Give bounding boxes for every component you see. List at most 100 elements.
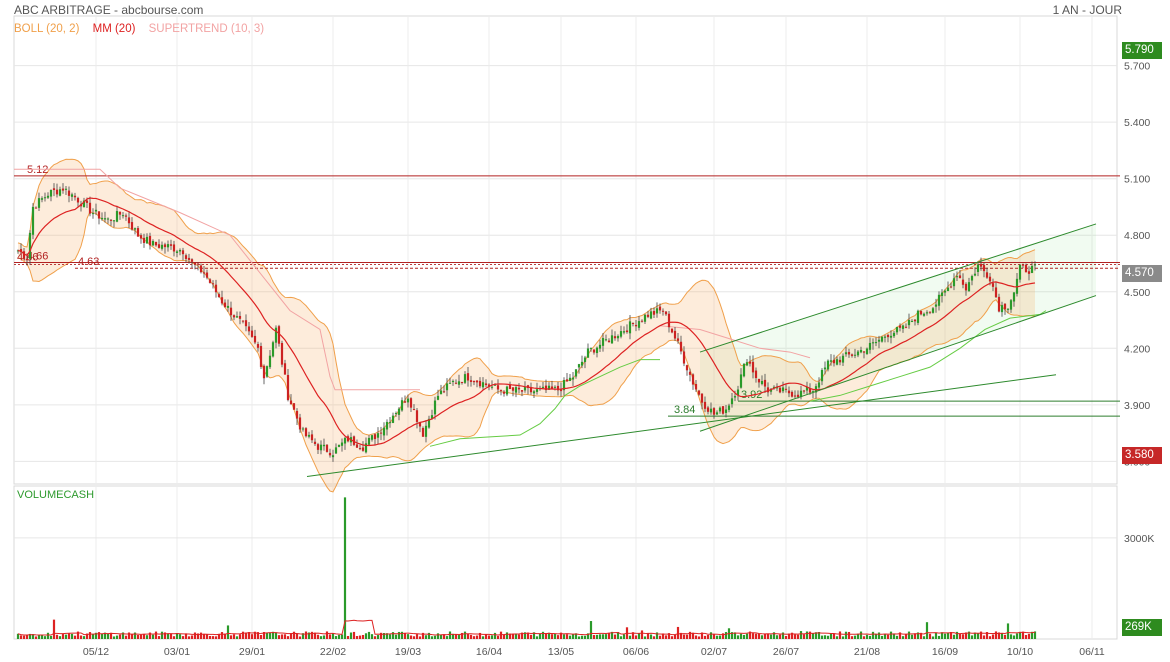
volume-bar bbox=[1012, 635, 1016, 639]
candle-body bbox=[121, 215, 125, 217]
volume-bar bbox=[484, 634, 488, 639]
volume-bar bbox=[103, 632, 107, 639]
candle-body bbox=[895, 326, 899, 333]
volume-bar bbox=[919, 632, 923, 639]
candle-body bbox=[685, 365, 689, 371]
volume-bar bbox=[379, 632, 383, 639]
candle-body bbox=[742, 363, 746, 377]
period-selector[interactable]: 1 AN - JOUR bbox=[1052, 3, 1122, 17]
volume-bar bbox=[55, 634, 59, 639]
candle-body bbox=[766, 387, 770, 393]
candle-body bbox=[982, 265, 986, 272]
volume-bar bbox=[766, 633, 770, 639]
volume-bar bbox=[286, 636, 290, 639]
volume-bar bbox=[1018, 631, 1022, 639]
candle-body bbox=[340, 442, 344, 446]
candle-body bbox=[124, 215, 128, 217]
candle-body bbox=[967, 282, 971, 292]
volume-bar bbox=[742, 634, 746, 639]
candle-body bbox=[940, 292, 944, 296]
volume-bar bbox=[334, 636, 338, 639]
volume-bar bbox=[400, 631, 404, 639]
candle-body bbox=[550, 386, 554, 389]
volume-bar bbox=[964, 632, 968, 639]
volume-bar bbox=[943, 633, 947, 639]
volume-bar bbox=[910, 634, 914, 639]
volume-bar bbox=[700, 632, 704, 639]
volume-bar bbox=[469, 634, 473, 639]
chart-title: ABC ARBITRAGE - abcbourse.com bbox=[14, 3, 204, 17]
volume-bar bbox=[1003, 634, 1007, 639]
candle-body bbox=[76, 197, 80, 203]
legend-moving-average[interactable]: MM (20) bbox=[92, 23, 136, 35]
candle-body bbox=[529, 387, 533, 393]
candle-body bbox=[667, 313, 671, 328]
candle-body bbox=[133, 228, 137, 230]
bollinger-fill bbox=[18, 159, 1035, 492]
volume-bar bbox=[916, 632, 920, 639]
volume-bar bbox=[952, 634, 956, 639]
volume-bar bbox=[277, 635, 281, 639]
candle-body bbox=[853, 354, 857, 356]
volume-bar bbox=[973, 632, 977, 639]
candle-body bbox=[103, 218, 107, 220]
volume-bar bbox=[328, 634, 332, 639]
volume-bar bbox=[667, 633, 671, 639]
volume-bar bbox=[82, 636, 86, 639]
bollinger-lower bbox=[17, 211, 1036, 493]
volume-bar bbox=[568, 635, 572, 639]
candle-body bbox=[649, 311, 653, 319]
volume-bar bbox=[424, 635, 428, 639]
volume-bar bbox=[1021, 631, 1025, 639]
candle-body bbox=[751, 361, 755, 373]
candle-body bbox=[985, 272, 989, 278]
candle-body bbox=[511, 387, 515, 391]
volume-bar bbox=[499, 631, 503, 639]
candlesticks bbox=[16, 183, 1037, 462]
candle-body bbox=[970, 276, 974, 281]
volume-bar bbox=[298, 636, 302, 639]
volume-bar bbox=[772, 632, 776, 639]
channel-upper bbox=[699, 223, 1097, 353]
candle-body bbox=[499, 389, 503, 391]
candle-body bbox=[949, 286, 953, 288]
candle-body bbox=[40, 198, 44, 200]
legend-bollinger[interactable]: BOLL (20, 2) bbox=[14, 23, 80, 35]
candle-body bbox=[73, 195, 77, 198]
volume-bar bbox=[244, 632, 248, 639]
volume-bar bbox=[694, 635, 698, 639]
volume-bar bbox=[319, 636, 323, 639]
candle-body bbox=[109, 219, 113, 221]
x-tick-label: 13/05 bbox=[548, 646, 574, 658]
candle-body bbox=[259, 346, 263, 367]
moving-average-line bbox=[17, 197, 1036, 447]
candle-body bbox=[343, 437, 347, 444]
candle-body bbox=[1018, 264, 1022, 280]
candle-body bbox=[682, 351, 686, 364]
candle-body bbox=[598, 344, 602, 349]
candle-body bbox=[886, 334, 890, 338]
volume-bar bbox=[883, 634, 887, 639]
volume-bar bbox=[841, 636, 845, 639]
volume-bar bbox=[358, 635, 362, 639]
volume-bar bbox=[823, 635, 827, 639]
volume-bar bbox=[859, 631, 863, 639]
candle-body bbox=[745, 362, 749, 366]
volume-bar bbox=[448, 631, 452, 639]
volume-bar bbox=[79, 635, 83, 639]
volume-bar bbox=[502, 634, 506, 639]
candle-body bbox=[868, 342, 872, 350]
candle-body bbox=[691, 374, 695, 385]
candle-body bbox=[178, 250, 182, 252]
volume-bar bbox=[628, 635, 632, 639]
volume-bar bbox=[283, 634, 287, 639]
volume-bar bbox=[769, 634, 773, 639]
long-trend-line bbox=[306, 374, 1057, 477]
volume-bar bbox=[109, 632, 113, 639]
candle-body bbox=[901, 325, 905, 329]
legend-supertrend[interactable]: SUPERTREND (10, 3) bbox=[148, 23, 265, 35]
candle-body bbox=[136, 228, 140, 237]
volume-bar bbox=[904, 634, 908, 639]
candle-body bbox=[700, 393, 704, 403]
candle-body bbox=[577, 364, 581, 368]
